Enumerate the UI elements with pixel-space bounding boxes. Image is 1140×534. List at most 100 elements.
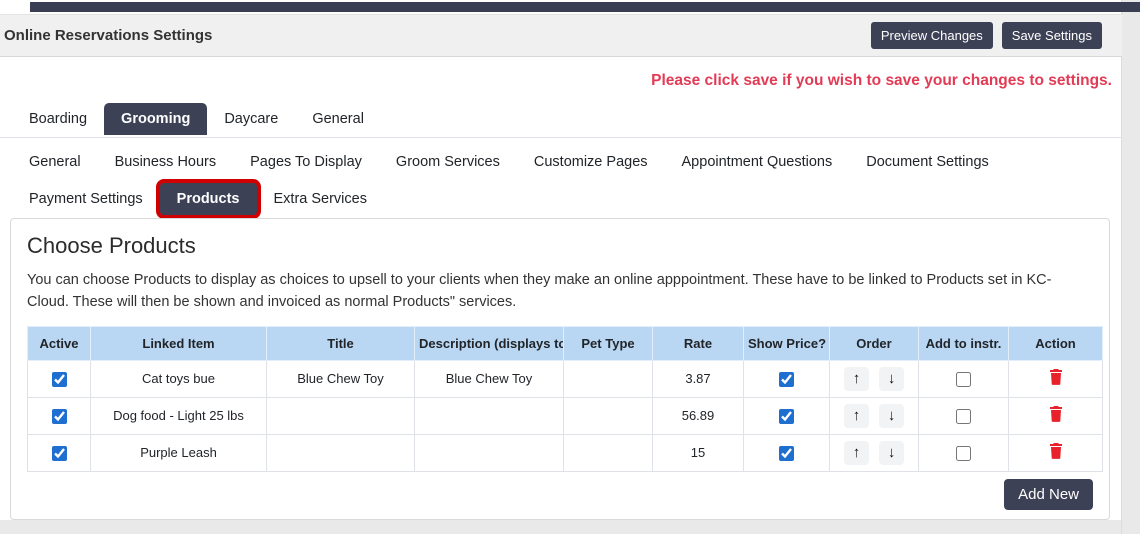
delete-button[interactable] (1049, 443, 1063, 460)
subtab-payment-settings[interactable]: Payment Settings (29, 191, 143, 207)
save-settings-button[interactable]: Save Settings (1001, 22, 1102, 49)
column-header-pet-type: Pet Type (563, 325, 653, 361)
column-header-add-to-instr: Add to instr. (918, 325, 1009, 361)
table-row: Purple Leash 15 ↑ ↓ (27, 433, 1103, 472)
subtab-document-settings[interactable]: Document Settings (866, 154, 989, 170)
trash-icon (1049, 443, 1062, 460)
subtab-general[interactable]: General (29, 154, 81, 170)
pet-type-cell (563, 396, 653, 435)
down-arrow-icon: ↓ (887, 443, 896, 461)
main-tab-bar: Boarding Grooming Daycare General (12, 103, 381, 135)
show-price-cell (743, 359, 830, 398)
move-up-button[interactable]: ↑ (843, 440, 870, 465)
pet-type-cell (563, 433, 653, 472)
active-checkbox[interactable] (51, 408, 67, 424)
up-arrow-icon: ↑ (852, 406, 861, 424)
column-header-linked-item: Linked Item (90, 325, 267, 361)
action-cell (1008, 396, 1103, 435)
warning-text: Please click save if you wish to save yo… (651, 72, 1112, 89)
trash-icon (1049, 406, 1062, 423)
add-to-instr-cell (918, 396, 1009, 435)
tab-boarding[interactable]: Boarding (29, 111, 88, 127)
show-price-checkbox[interactable] (779, 445, 794, 461)
products-table: Active Linked Item Title Description (di… (27, 325, 1103, 472)
add-to-instr-checkbox[interactable] (956, 371, 971, 387)
tab-bar-divider (0, 137, 1122, 138)
action-cell (1008, 359, 1103, 398)
move-down-button[interactable]: ↓ (878, 403, 905, 428)
tab-general[interactable]: General (312, 111, 364, 127)
subtab-extra-services[interactable]: Extra Services (273, 191, 367, 207)
products-table-body: Cat toys bue Blue Chew Toy Blue Chew Toy… (27, 359, 1103, 472)
subtab-pages-to-display[interactable]: Pages To Display (250, 154, 362, 170)
table-row: Dog food - Light 25 lbs 56.89 ↑ ↓ (27, 396, 1103, 435)
active-cell (27, 396, 91, 435)
column-header-action: Action (1008, 325, 1103, 361)
up-arrow-icon: ↑ (852, 443, 861, 461)
tab-daycare[interactable]: Daycare (224, 111, 279, 127)
title-cell (266, 433, 415, 472)
column-header-show-price: Show Price? (743, 325, 830, 361)
column-header-title: Title (266, 325, 415, 361)
page-title: Online Reservations Settings (4, 27, 213, 44)
products-card: Choose Products You can choose Products … (10, 218, 1110, 520)
action-cell (1008, 433, 1103, 472)
move-down-button[interactable]: ↓ (878, 440, 905, 465)
active-cell (27, 359, 91, 398)
products-table-header: Active Linked Item Title Description (di… (27, 325, 1103, 361)
card-heading: Choose Products (27, 233, 196, 258)
linked-item-cell: Cat toys bue (90, 359, 267, 398)
column-header-rate: Rate (652, 325, 744, 361)
column-header-active: Active (27, 325, 91, 361)
title-cell (266, 396, 415, 435)
add-to-instr-cell (918, 433, 1009, 472)
rate-cell: 15 (652, 433, 744, 472)
linked-item-cell: Purple Leash (90, 433, 267, 472)
order-cell: ↑ ↓ (829, 433, 919, 472)
description-cell: Blue Chew Toy (414, 359, 564, 398)
rate-cell: 3.87 (652, 359, 744, 398)
add-to-instr-checkbox[interactable] (956, 445, 971, 461)
right-scrollbar-track[interactable] (1121, 0, 1140, 534)
subtab-business-hours[interactable]: Business Hours (114, 154, 217, 170)
description-cell (414, 433, 564, 472)
column-header-order: Order (829, 325, 919, 361)
trash-icon (1049, 369, 1062, 386)
add-to-instr-checkbox[interactable] (956, 408, 971, 424)
add-new-button[interactable]: Add New (1004, 479, 1093, 510)
tab-grooming[interactable]: Grooming (104, 103, 208, 135)
active-checkbox[interactable] (51, 445, 67, 461)
linked-item-cell: Dog food - Light 25 lbs (90, 396, 267, 435)
move-up-button[interactable]: ↑ (843, 403, 870, 428)
up-arrow-icon: ↑ (852, 369, 861, 387)
title-cell: Blue Chew Toy (266, 359, 415, 398)
active-cell (27, 433, 91, 472)
move-down-button[interactable]: ↓ (878, 366, 905, 391)
description-cell (414, 396, 564, 435)
delete-button[interactable] (1049, 406, 1063, 423)
subtab-groom-services[interactable]: Groom Services (395, 154, 500, 170)
header-buttons: Preview Changes Save Settings (870, 22, 1102, 49)
show-price-cell (743, 396, 830, 435)
delete-button[interactable] (1049, 369, 1063, 386)
subtab-appointment-questions[interactable]: Appointment Questions (681, 154, 833, 170)
rate-cell: 56.89 (652, 396, 744, 435)
column-header-description: Description (displays to clier (414, 325, 564, 361)
order-cell: ↑ ↓ (829, 359, 919, 398)
order-cell: ↑ ↓ (829, 396, 919, 435)
down-arrow-icon: ↓ (887, 406, 896, 424)
show-price-checkbox[interactable] (779, 371, 794, 387)
add-to-instr-cell (918, 359, 1009, 398)
top-bar (30, 2, 1140, 12)
show-price-checkbox[interactable] (779, 408, 794, 424)
preview-changes-button[interactable]: Preview Changes (870, 22, 993, 49)
subtab-customize-pages[interactable]: Customize Pages (533, 154, 648, 170)
card-description: You can choose Products to display as ch… (27, 272, 1052, 311)
move-up-button[interactable]: ↑ (843, 366, 870, 391)
show-price-cell (743, 433, 830, 472)
table-row: Cat toys bue Blue Chew Toy Blue Chew Toy… (27, 359, 1103, 398)
active-checkbox[interactable] (51, 371, 67, 387)
subtab-products[interactable]: Products (159, 183, 257, 215)
sub-tab-bar: General Business Hours Pages To Display … (12, 146, 1042, 215)
pet-type-cell (563, 359, 653, 398)
